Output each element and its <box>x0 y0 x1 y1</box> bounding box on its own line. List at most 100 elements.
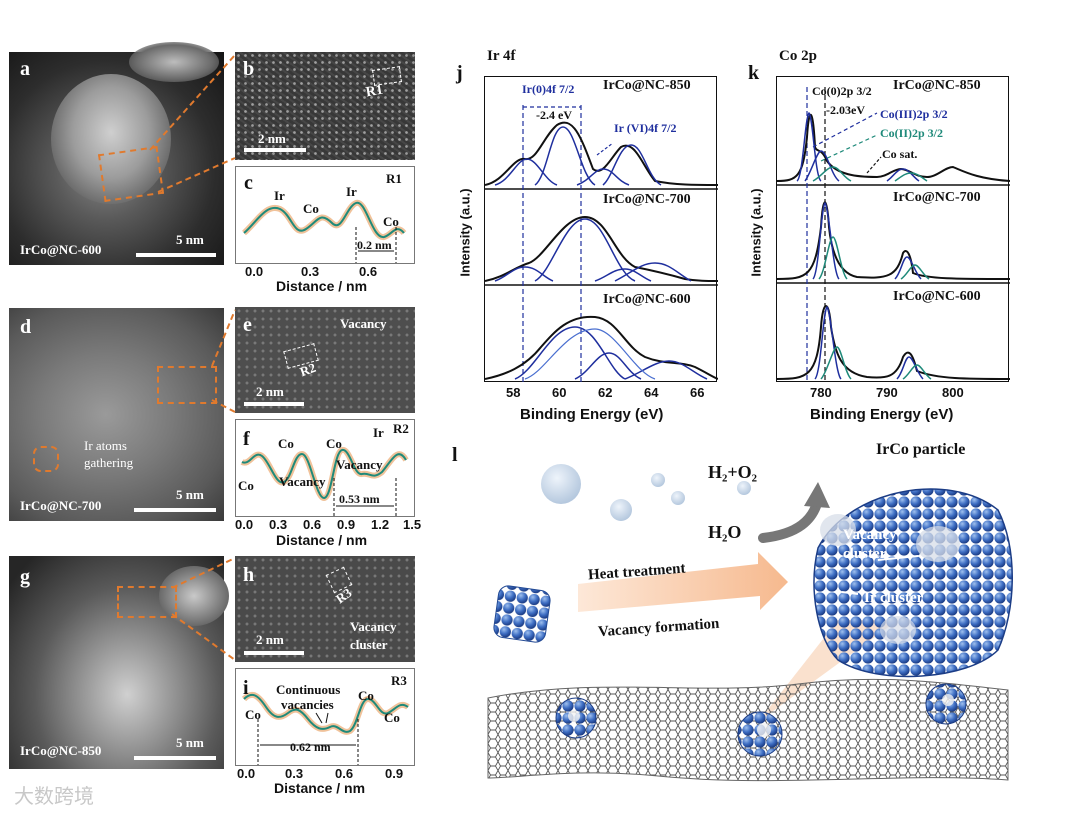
ylabel-k: Intensity (a.u.) <box>748 188 764 277</box>
panel-letter-d: d <box>20 316 32 338</box>
xtick-f-5: 1.5 <box>403 517 422 532</box>
heat-arrow <box>578 552 788 612</box>
header-k: Co 2p <box>779 48 817 64</box>
scale-bar-b <box>244 148 306 152</box>
panel-letter-g: g <box>20 566 30 588</box>
peak-c-3: Ir <box>346 184 357 199</box>
xtick-k-0: 780 <box>810 385 832 400</box>
tem-image-a <box>9 42 224 265</box>
scale-bar-d <box>134 508 216 512</box>
peak-f-3: Ir <box>373 425 384 440</box>
bubble-5 <box>737 481 751 495</box>
xtick-j-1: 60 <box>552 385 567 400</box>
scale-label-g: 5 nm <box>176 735 204 750</box>
note-h-1: Vacancy <box>350 619 397 634</box>
panel-letter-f: f <box>243 428 250 450</box>
tem-image-d <box>9 308 224 521</box>
scale-bar-h <box>244 651 304 655</box>
note-e: Vacancy <box>340 316 387 331</box>
tem-image-e <box>235 307 415 413</box>
ann-shift-k: -2.03eV <box>826 103 865 117</box>
distance-label-f: 0.53 nm <box>339 492 380 506</box>
xps-curves-j <box>484 105 719 383</box>
line-profile-i <box>235 668 415 766</box>
region-label-r1: R1 <box>364 82 385 101</box>
panel-letter-e: e <box>243 314 252 336</box>
profile-plot-f <box>240 447 409 516</box>
line-profile-c <box>235 166 415 264</box>
sample-j-600: IrCo@NC-600 <box>603 292 691 307</box>
peak-i-1: Co <box>245 707 261 722</box>
ylabel-j: Intensity (a.u.) <box>457 188 473 277</box>
peak-c-4: Co <box>383 214 399 229</box>
peak-i-2: Co <box>358 688 374 703</box>
sample-label-d: IrCo@NC-700 <box>20 498 102 513</box>
scale-label-h: 2 nm <box>256 632 284 647</box>
note-d-2: gathering <box>84 455 134 470</box>
xtick-f-1: 0.3 <box>269 517 288 532</box>
scale-label-e: 2 nm <box>256 384 284 399</box>
sample-k-700: IrCo@NC-700 <box>893 190 981 205</box>
xtick-f-4: 1.2 <box>371 517 390 532</box>
xtick-i-0: 0.0 <box>237 766 256 781</box>
xps-plot-k <box>776 76 1011 383</box>
panel-letter-c: c <box>244 172 253 194</box>
ann-co0: Co(0)2p 3/2 <box>812 84 872 98</box>
line-profile-f <box>235 419 415 517</box>
xtick-f-2: 0.6 <box>303 517 322 532</box>
panel-letter-j: j <box>456 62 463 84</box>
xlabel-f: Distance / nm <box>276 532 368 548</box>
vacancy-label-2: cluster <box>843 546 887 562</box>
xlabel-i: Distance / nm <box>274 780 366 796</box>
xtick-j-4: 66 <box>690 385 705 400</box>
peak-i-3: Co <box>384 710 400 725</box>
xtick-i-2: 0.6 <box>335 766 354 781</box>
region-label-i: R3 <box>391 673 407 688</box>
sample-label-a: IrCo@NC-600 <box>20 242 102 257</box>
region-label-f: R2 <box>393 421 409 436</box>
xtick-j-2: 62 <box>598 385 613 400</box>
scale-bar-g <box>134 756 216 760</box>
note-i-1: Continuous <box>276 682 341 697</box>
sample-k-600: IrCo@NC-600 <box>893 289 981 304</box>
xticks-c: 0.0 0.3 0.6 <box>235 264 413 280</box>
xticks-k: 780 790 800 <box>776 385 1016 401</box>
xps-curves-k <box>776 87 1011 383</box>
xlabel-k: Binding Energy (eV) <box>810 406 954 423</box>
ir-cluster-label: Ir cluster <box>864 590 924 606</box>
note-h-2: cluster <box>350 637 388 652</box>
particle-a-top <box>129 42 219 82</box>
xticks-j: 58 60 62 64 66 <box>484 385 724 401</box>
schematic-l <box>487 464 1013 782</box>
bubble-large <box>541 464 581 504</box>
xtick-f-0: 0.0 <box>235 517 254 532</box>
vacancy-f-2: Vacancy <box>336 457 383 472</box>
particle-a <box>51 74 171 204</box>
distance-label-c: 0.2 nm <box>357 238 392 252</box>
peak-f-1: Co <box>278 436 294 451</box>
xlabel-c: Distance / nm <box>276 278 368 294</box>
xtick-j-3: 64 <box>644 385 659 400</box>
xtick-j-0: 58 <box>506 385 521 400</box>
xtick-c-0: 0.0 <box>245 264 264 279</box>
xtick-c-2: 0.6 <box>359 264 378 279</box>
ann-co3: Co(III)2p 3/2 <box>880 107 948 121</box>
zoom-lines-ab <box>149 54 236 193</box>
sample-label-g: IrCo@NC-850 <box>20 743 102 758</box>
bubble-3 <box>651 473 665 487</box>
note-i-2: vacancies <box>281 697 334 712</box>
panel-letter-h: h <box>243 564 255 586</box>
vacancy-region-1 <box>820 514 856 546</box>
note-d-1: Ir atoms <box>84 438 127 453</box>
xps-plot-j <box>484 76 719 383</box>
tem-image-g <box>9 556 229 769</box>
tem-image-h <box>235 556 415 662</box>
peak-c-1: Ir <box>274 188 285 203</box>
scale-label-d: 5 nm <box>176 487 204 502</box>
xtick-k-1: 790 <box>876 385 898 400</box>
small-particle <box>493 585 551 643</box>
xlabel-j: Binding Energy (eV) <box>520 406 664 423</box>
ann-sat: Co sat. <box>882 147 918 161</box>
ann-ir4: Ir (VI)4f 7/2 <box>614 121 677 135</box>
vacancy-region-2 <box>916 526 960 562</box>
